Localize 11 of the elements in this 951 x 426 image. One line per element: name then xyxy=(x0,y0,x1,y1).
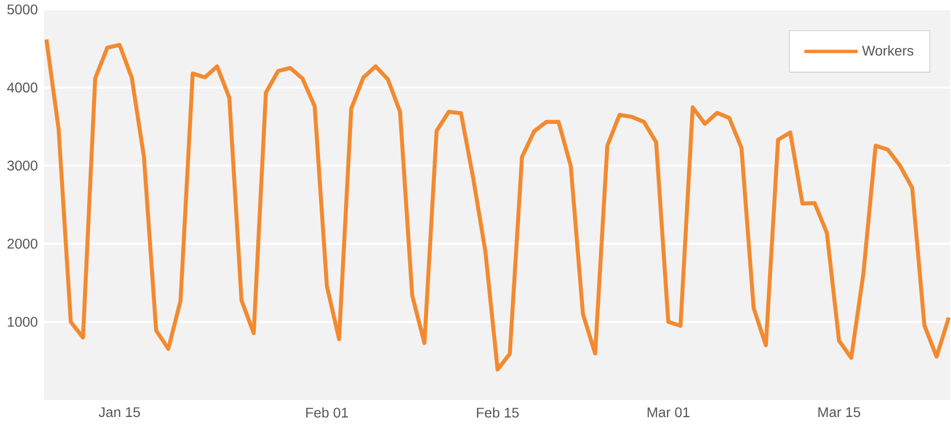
y-tick-label: 1000 xyxy=(8,316,38,327)
x-tick-label: Feb 01 xyxy=(306,407,348,418)
x-tick-label: Jan 15 xyxy=(98,407,140,418)
x-tick-label: Mar 15 xyxy=(818,407,860,418)
legend-label: Workers xyxy=(862,45,914,56)
y-tick-label: 4000 xyxy=(7,82,38,92)
x-tick-label: Mar 01 xyxy=(648,407,690,418)
x-tick-label: Feb 15 xyxy=(476,407,519,418)
y-tick-label: 5000 xyxy=(7,4,38,14)
y-tick-label: 3000 xyxy=(7,160,38,171)
y-tick-label: 2000 xyxy=(8,238,38,249)
